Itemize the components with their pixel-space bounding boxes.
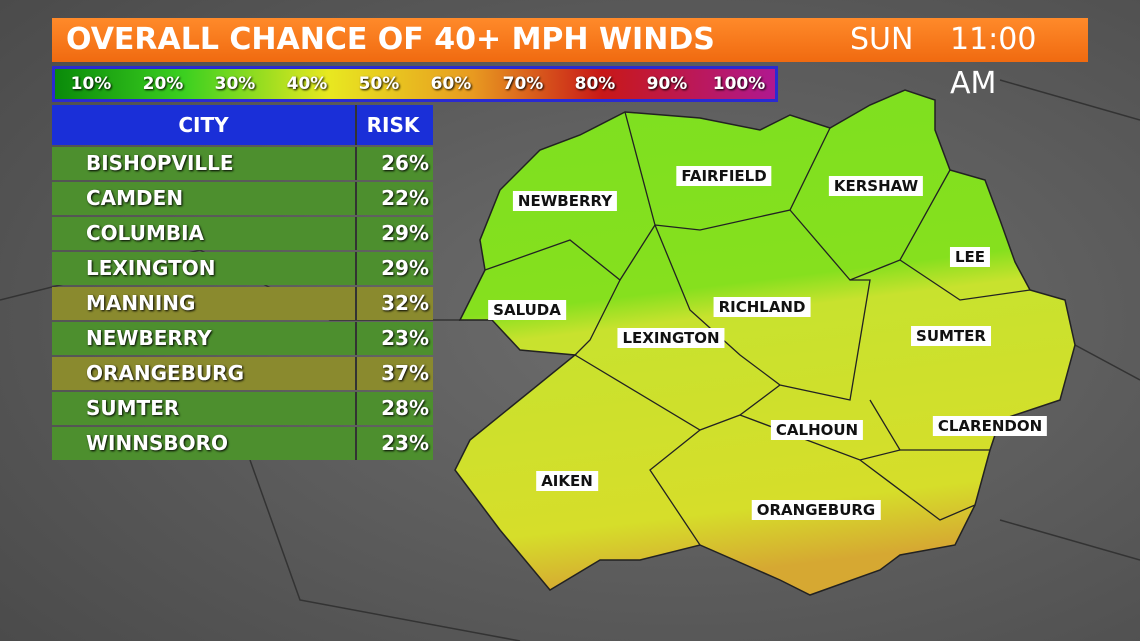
county-borders	[484, 111, 1031, 546]
table-row: NEWBERRY 23%	[52, 322, 433, 355]
scale-label: 60%	[430, 74, 472, 94]
city: NEWBERRY	[52, 322, 357, 355]
risk: 32%	[381, 291, 429, 315]
scale-label: 90%	[646, 74, 688, 94]
county-label: LEXINGTON	[617, 328, 725, 348]
city: CAMDEN	[52, 182, 357, 215]
risk: 37%	[381, 361, 429, 385]
table-row: BISHOPVILLE 26%	[52, 147, 433, 180]
scale-label: 50%	[358, 74, 400, 94]
table-row: WINNSBORO 23%	[52, 427, 433, 460]
day: SUN	[850, 22, 914, 57]
scale-label: 100%	[712, 74, 766, 94]
scale-label: 20%	[142, 74, 184, 94]
county-label: CLARENDON	[932, 416, 1048, 436]
scale-label: 30%	[214, 74, 256, 94]
table-header: CITY RISK	[52, 105, 433, 145]
table-row: MANNING 32%	[52, 287, 433, 320]
scale-label: 40%	[286, 74, 328, 94]
city: COLUMBIA	[52, 217, 357, 250]
risk: 26%	[381, 151, 429, 175]
county-label: ORANGEBURG	[751, 500, 881, 520]
city: SUMTER	[52, 392, 357, 425]
risk: 28%	[381, 396, 429, 420]
title: OVERALL CHANCE OF 40+ MPH WINDS	[66, 22, 715, 57]
city: BISHOPVILLE	[52, 147, 357, 180]
color-scale: 10% 20% 30% 40% 50% 60% 70% 80% 90% 100%	[52, 66, 778, 102]
table-row: ORANGEBURG 37%	[52, 357, 433, 390]
county-label: CALHOUN	[770, 420, 864, 440]
column-header: CITY	[52, 105, 357, 145]
region	[454, 89, 1076, 596]
table-row: COLUMBIA 29%	[52, 217, 433, 250]
risk: 23%	[381, 431, 429, 455]
table-row: SUMTER 28%	[52, 392, 433, 425]
time: 11:00 AM	[950, 22, 1037, 101]
risk: 29%	[381, 221, 429, 245]
county-label: NEWBERRY	[512, 191, 618, 211]
risk: 29%	[381, 256, 429, 280]
scale-label: 70%	[502, 74, 544, 94]
city: LEXINGTON	[52, 252, 357, 285]
table-row: CAMDEN 22%	[52, 182, 433, 215]
scale-label: 10%	[70, 74, 112, 94]
county-label: SUMTER	[911, 326, 991, 346]
table-row: LEXINGTON 29%	[52, 252, 433, 285]
column-header: RISK	[366, 113, 420, 137]
county-label: SALUDA	[488, 300, 566, 320]
city: WINNSBORO	[52, 427, 357, 460]
city: MANNING	[52, 287, 357, 320]
risk: 22%	[381, 186, 429, 210]
county-label: AIKEN	[536, 471, 598, 491]
header: OVERALL CHANCE OF 40+ MPH WINDS SUN 11:0…	[52, 18, 1088, 101]
risk-table: CITY RISK BISHOPVILLE 26% CAMDEN 22% COLUMBI…	[52, 105, 433, 460]
county-label: KERSHAW	[828, 176, 924, 196]
city: ORANGEBURG	[52, 357, 357, 390]
county-label: LEE	[949, 247, 991, 267]
scale-label: 80%	[574, 74, 616, 94]
risk: 23%	[381, 326, 429, 350]
county-label: FAIRFIELD	[676, 166, 772, 186]
county-label: RICHLAND	[713, 297, 811, 317]
